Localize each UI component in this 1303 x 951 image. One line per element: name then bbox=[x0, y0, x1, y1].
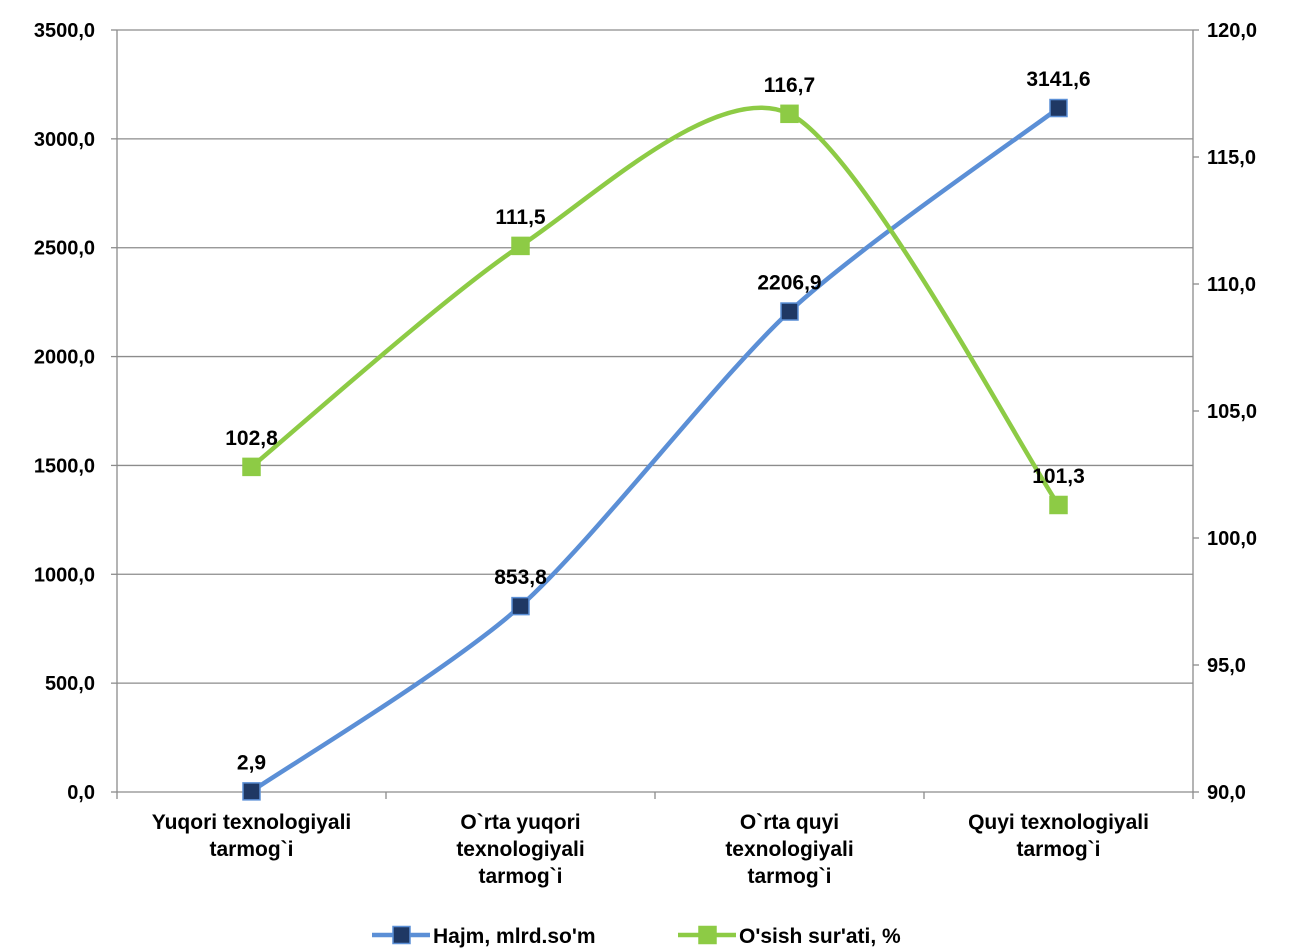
left-tick-label: 2500,0 bbox=[34, 238, 95, 260]
right-tick-label: 90,0 bbox=[1207, 782, 1246, 804]
series-marker-1 bbox=[511, 596, 530, 616]
data-label-2: 111,5 bbox=[495, 206, 546, 229]
right-tick-label: 100,0 bbox=[1207, 528, 1257, 550]
series-marker-2 bbox=[1049, 495, 1068, 515]
data-label-2: 101,3 bbox=[1032, 465, 1085, 488]
data-label-1: 3141,6 bbox=[1026, 68, 1090, 91]
left-tick-label: 2000,0 bbox=[34, 347, 95, 369]
left-tick-label: 0,0 bbox=[67, 782, 95, 804]
right-tick-label: 110,0 bbox=[1207, 274, 1256, 296]
series-marker-1 bbox=[780, 302, 799, 321]
series-markers bbox=[242, 98, 1068, 801]
left-tick-label: 3500,0 bbox=[34, 20, 95, 42]
category-label: O`rta yuqori texnologiyali tarmog`i bbox=[456, 811, 584, 888]
left-tick-label: 1000,0 bbox=[34, 564, 95, 586]
right-tick-label: 95,0 bbox=[1207, 655, 1246, 677]
right-tick-label: 105,0 bbox=[1207, 401, 1257, 423]
right-axis-ticks: 90,0 95,0 100,0 105,0 110,0 115,0 120,0 bbox=[1207, 20, 1257, 804]
legend-swatch-marker bbox=[698, 925, 717, 945]
legend: Hajm, mlrd.so'm O'sish sur'ati, % bbox=[372, 925, 901, 948]
data-label-1: 2206,9 bbox=[757, 272, 821, 295]
series-marker-1 bbox=[1049, 98, 1068, 118]
gridlines bbox=[117, 29, 1193, 793]
left-tick-label: 3000,0 bbox=[34, 129, 95, 151]
data-label-2: 102,8 bbox=[225, 427, 278, 450]
right-tick-label: 115,0 bbox=[1207, 147, 1256, 169]
series-marker-1 bbox=[242, 782, 261, 801]
series-lines bbox=[249, 105, 1061, 794]
left-axis-ticks: 0,0 500,0 1000,0 1500,0 2000,0 2500,0 3000,0 35… bbox=[34, 20, 95, 804]
category-label: Yuqori texnologiyali tarmog`i bbox=[152, 811, 352, 861]
series-line-2 bbox=[249, 105, 1061, 508]
series-marker-2 bbox=[511, 236, 530, 256]
legend-label: Hajm, mlrd.so'm bbox=[433, 925, 596, 948]
data-label-1: 2,9 bbox=[237, 751, 266, 774]
category-label: Quyi texnologiyali tarmog`i bbox=[968, 811, 1149, 861]
left-tick-label: 500,0 bbox=[45, 673, 95, 695]
left-tick-label: 1500,0 bbox=[34, 455, 95, 477]
data-labels: 2,9 853,8 2206,9 3141,6 102,8 111,5 116,7 101,3 bbox=[225, 68, 1090, 774]
right-tick-label: 120,0 bbox=[1207, 20, 1257, 42]
legend-swatch-marker bbox=[392, 925, 411, 945]
series-marker-2 bbox=[242, 457, 261, 477]
data-label-2: 116,7 bbox=[764, 74, 815, 97]
axes bbox=[111, 29, 1199, 799]
legend-label: O'sish sur'ati, % bbox=[739, 925, 901, 948]
series-marker-2 bbox=[780, 104, 799, 124]
series-line-1 bbox=[249, 105, 1061, 794]
data-label-1: 853,8 bbox=[494, 566, 547, 589]
category-labels: Yuqori texnologiyali tarmog`i O`rta yuqori… bbox=[152, 811, 1149, 888]
category-label: O`rta quyi texnologiyali tarmog`i bbox=[725, 811, 853, 888]
